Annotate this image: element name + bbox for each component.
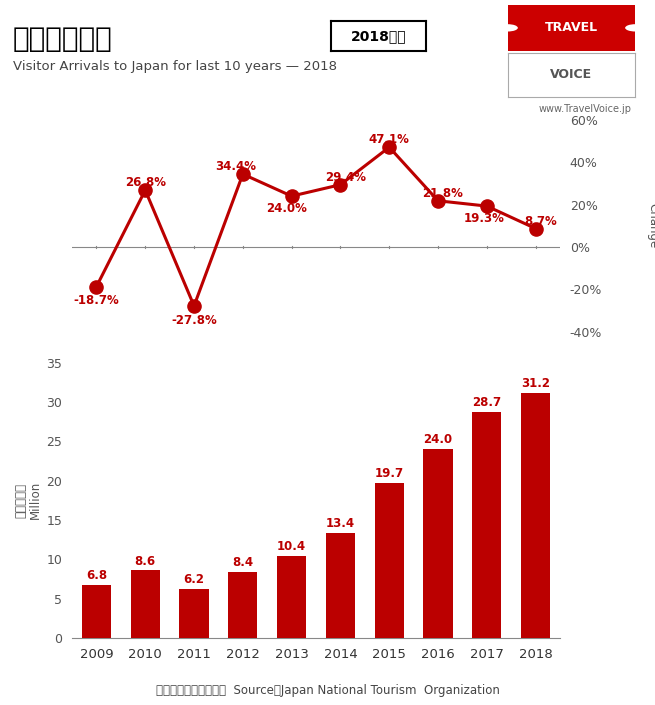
Point: [238, 168, 248, 180]
Bar: [179, 589, 209, 638]
Text: 6.2: 6.2: [183, 573, 204, 587]
Text: 13.4: 13.4: [326, 517, 355, 530]
Bar: [326, 532, 355, 638]
Bar: [82, 584, 111, 638]
Text: -27.8%: -27.8%: [171, 314, 217, 327]
Text: 19.3%: 19.3%: [464, 212, 505, 226]
Text: 29.4%: 29.4%: [325, 171, 365, 184]
Circle shape: [497, 24, 518, 32]
Point: [335, 179, 346, 190]
Point: [531, 223, 541, 234]
Bar: [228, 572, 257, 638]
Text: 28.7: 28.7: [472, 396, 501, 410]
Bar: [375, 483, 404, 638]
Point: [433, 195, 443, 207]
Text: 21.8%: 21.8%: [422, 187, 463, 200]
Text: 8.7%: 8.7%: [524, 214, 557, 228]
Text: -18.7%: -18.7%: [73, 294, 119, 307]
Text: 2018年版: 2018年版: [350, 29, 406, 43]
Bar: [521, 393, 550, 638]
Text: 47.1%: 47.1%: [369, 133, 409, 146]
Text: 31.2: 31.2: [521, 376, 550, 390]
Bar: [472, 412, 502, 638]
Bar: [277, 556, 307, 638]
Point: [481, 200, 492, 211]
Point: [384, 142, 394, 153]
Y-axis label: （前年比）
Change: （前年比） Change: [646, 203, 655, 248]
Text: 34.4%: 34.4%: [215, 160, 256, 173]
Text: TRAVEL: TRAVEL: [545, 21, 598, 35]
Point: [91, 281, 102, 293]
Text: 6.8: 6.8: [86, 569, 107, 582]
Text: 24.0%: 24.0%: [267, 202, 307, 215]
Text: 8.6: 8.6: [135, 555, 156, 568]
Bar: [130, 570, 160, 638]
Text: 19.7: 19.7: [375, 467, 403, 480]
Text: 10.4: 10.4: [277, 541, 306, 553]
Point: [286, 190, 297, 202]
Point: [140, 185, 151, 196]
Text: 26.8%: 26.8%: [124, 176, 166, 189]
Text: 8.4: 8.4: [233, 556, 253, 569]
Text: VOICE: VOICE: [550, 68, 593, 81]
Text: www.TravelVoice.jp: www.TravelVoice.jp: [539, 104, 632, 114]
Circle shape: [625, 24, 646, 32]
FancyBboxPatch shape: [508, 5, 635, 51]
Point: [189, 300, 199, 312]
Text: 訪日外国人数: 訪日外国人数: [13, 25, 113, 53]
Text: 直近10年間: 直近10年間: [250, 29, 303, 43]
Text: 24.0: 24.0: [424, 434, 453, 446]
Bar: [423, 449, 453, 638]
Y-axis label: （百万人）
Million: （百万人） Million: [14, 482, 43, 520]
Text: 出典：日本政府観光局  Source：Japan National Tourism  Organization: 出典：日本政府観光局 Source：Japan National Tourism…: [156, 684, 499, 697]
Text: Visitor Arrivals to Japan for last 10 years — 2018: Visitor Arrivals to Japan for last 10 ye…: [13, 60, 337, 73]
